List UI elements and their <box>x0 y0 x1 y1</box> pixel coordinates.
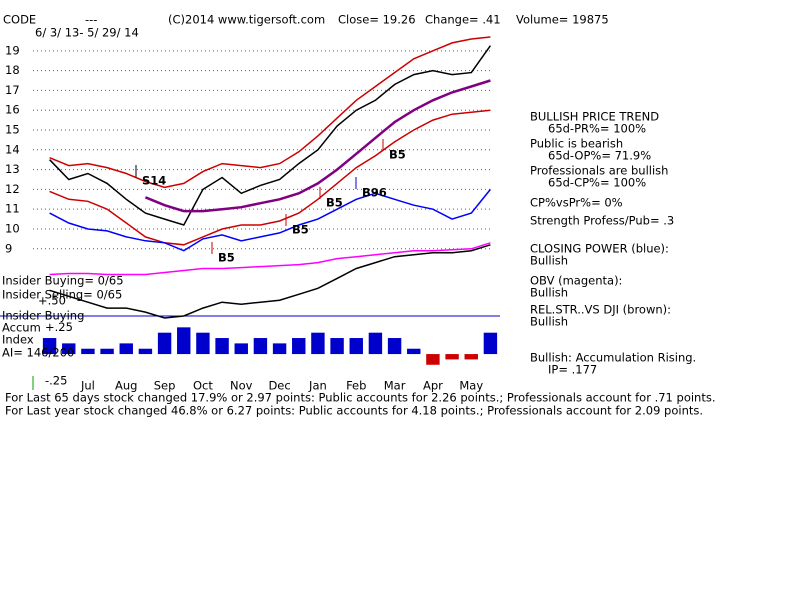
left-label: Index <box>2 333 34 347</box>
signal-label: B96 <box>362 186 387 200</box>
accum-bar <box>387 338 402 355</box>
accum-bar <box>368 332 383 355</box>
series-line <box>49 244 491 319</box>
right-panel-text: CLOSING POWER (blue): <box>530 242 669 256</box>
accum-bar <box>311 332 325 355</box>
signal-label: B5 <box>218 251 235 265</box>
x-tick-label: Aug <box>115 379 137 393</box>
right-panel-text: 65d-OP%= 71.9% <box>548 149 651 163</box>
signal-label: B5 <box>389 148 406 162</box>
accum-bar <box>81 348 95 355</box>
x-tick-label: Dec <box>268 379 290 393</box>
right-panel-text: Bullish <box>530 286 568 300</box>
x-tick-label: Jul <box>80 379 95 393</box>
x-tick-label: Oct <box>193 379 213 393</box>
footer-line: For Last 65 days stock changed 17.9% or … <box>5 391 716 405</box>
accum-bar <box>157 332 172 355</box>
source: (C)2014 www.tigersoft.com <box>168 13 325 27</box>
accum-bar <box>292 338 306 355</box>
right-panel-text: BULLISH PRICE TREND <box>530 110 659 124</box>
left-label: AI= 146/200 <box>2 346 74 360</box>
y-tick-label: 9 <box>5 241 12 255</box>
accum-bar <box>483 332 498 355</box>
left-label: +.50 <box>38 294 66 308</box>
y-tick-label: 11 <box>5 202 20 216</box>
symbol: CODE <box>3 13 36 27</box>
series-line <box>49 188 491 252</box>
x-tick-label: Feb <box>346 379 366 393</box>
right-panel-text: Bullish <box>530 315 568 329</box>
right-panel-text: 65d-PR%= 100% <box>548 122 646 136</box>
y-tick-label: 10 <box>5 221 20 235</box>
change: Change= .41 <box>425 13 501 27</box>
x-tick-label: Sep <box>154 379 176 393</box>
right-panel-text: OBV (magenta): <box>530 274 622 288</box>
accum-bar <box>215 338 229 355</box>
y-tick-label: 13 <box>5 162 20 176</box>
series-line <box>144 79 491 213</box>
y-tick-label: 15 <box>5 123 20 137</box>
date-range: 6/ 3/ 13- 5/ 29/ 14 <box>35 26 139 40</box>
right-panel-text: Bullish <box>530 254 568 268</box>
y-tick-label: 12 <box>5 182 20 196</box>
series-line <box>49 36 491 189</box>
left-label: Accum <box>2 321 41 335</box>
signal-label: B5 <box>292 223 309 237</box>
accum-bar <box>100 348 114 355</box>
left-label: Insider Buying= 0/65 <box>2 274 124 288</box>
series-line <box>49 242 491 276</box>
accum-bar <box>253 338 268 355</box>
accum-bar <box>177 327 191 355</box>
y-tick-label: +.25 <box>45 320 73 334</box>
x-tick-label: Apr <box>423 379 443 393</box>
signal-label: B5 <box>326 196 343 210</box>
x-tick-label: Nov <box>230 379 253 393</box>
y-tick-label: 16 <box>5 103 20 117</box>
right-panel-text: REL.STR..VS DJI (brown): <box>530 303 671 317</box>
y-tick-label: -.25 <box>45 373 67 387</box>
accum-bar <box>272 343 287 355</box>
accum-bar <box>196 332 210 355</box>
x-tick-label: Jan <box>308 379 327 393</box>
accum-bar <box>349 338 363 355</box>
accum-bar <box>464 354 478 360</box>
accum-bar <box>119 343 133 355</box>
left-label: Insider Selling= 0/65 <box>2 288 122 302</box>
left-label: Insider Buying <box>2 309 84 323</box>
accum-bar <box>407 348 421 355</box>
right-panel-text: Strength Profess/Pub= .3 <box>530 214 674 228</box>
x-tick-label: Mar <box>384 379 406 393</box>
series-line <box>49 45 492 226</box>
right-panel-text: CP%vsPr%= 0% <box>530 196 623 210</box>
accum-bar <box>330 338 344 355</box>
volume: Volume= 19875 <box>516 13 609 27</box>
accum-bar <box>234 343 248 355</box>
right-panel-text: Public is bearish <box>530 137 623 151</box>
y-tick-label: 14 <box>5 142 20 156</box>
footer-line: For Last year stock changed 46.8% or 6.2… <box>5 404 703 418</box>
accum-bar <box>445 354 459 360</box>
right-panel-text: Bullish: Accumulation Rising. <box>530 351 696 365</box>
x-tick-label: May <box>459 379 483 393</box>
right-panel-text: 65d-CP%= 100% <box>548 176 646 190</box>
accum-bar <box>138 348 153 355</box>
right-panel-text: Professionals are bullish <box>530 164 668 178</box>
right-panel-text: IP= .177 <box>548 363 597 377</box>
accum-bar <box>426 354 440 365</box>
dash: --- <box>85 13 97 27</box>
y-tick-label: 19 <box>5 43 20 57</box>
signal-label: S14 <box>142 174 166 188</box>
close: Close= 19.26 <box>338 13 416 27</box>
accum-bar <box>42 338 57 355</box>
series-line <box>49 109 491 246</box>
y-tick-label: 18 <box>5 63 20 77</box>
y-tick-label: 17 <box>5 83 20 97</box>
accum-bar <box>62 343 76 355</box>
